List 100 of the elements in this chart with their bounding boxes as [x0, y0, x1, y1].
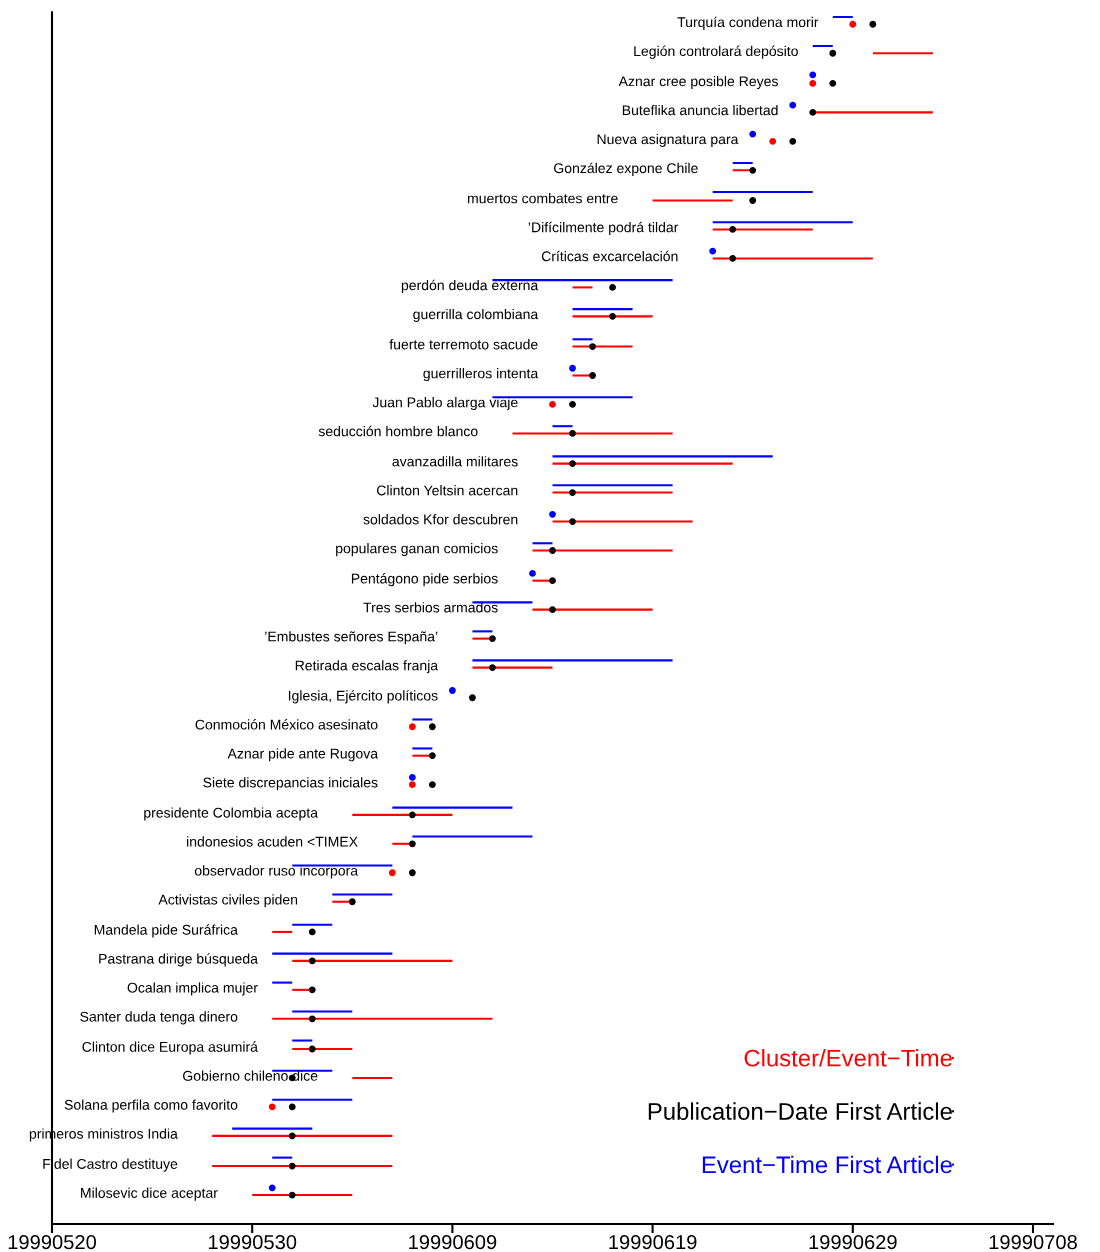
point — [729, 226, 737, 233]
point — [589, 372, 596, 379]
point — [489, 664, 496, 671]
point — [308, 986, 316, 994]
point — [288, 1162, 296, 1170]
annotation: Retirada escalas franja — [295, 660, 439, 674]
annotation: observador ruso incorpora — [194, 865, 359, 879]
point — [789, 101, 797, 109]
legend-label: Publication−Date First Article — [648, 1102, 952, 1120]
point — [469, 694, 476, 702]
annotation: perdón deuda externa — [401, 279, 539, 294]
point — [809, 71, 817, 79]
point — [408, 811, 416, 819]
annotation: guerrilla colombiana — [413, 308, 539, 322]
point — [348, 898, 356, 906]
annotation: Siete discrepancias iniciales — [203, 777, 378, 791]
annotation: populares ganan comicios — [336, 543, 498, 557]
annotation: Conmoción México asesinato — [195, 719, 378, 730]
point — [428, 781, 436, 789]
point — [549, 547, 556, 554]
point — [549, 510, 556, 518]
point — [408, 869, 416, 877]
x-tick-label: 19990609 — [409, 1234, 497, 1250]
annotation: ’Embustes señores España’ — [265, 631, 438, 645]
annotation: Solana perfila como favorito — [64, 1099, 238, 1113]
annotation: Ocalan implica mujer — [127, 982, 258, 996]
annotation: Aznar cree posible Reyes — [618, 75, 778, 90]
point — [288, 1132, 296, 1140]
x-tick-label: 19990708 — [989, 1234, 1077, 1250]
annotation: Tres serbios armados — [363, 602, 498, 613]
point — [428, 723, 436, 731]
point — [569, 460, 576, 468]
point — [849, 20, 857, 28]
annotation: presidente Colombia acepta — [144, 807, 319, 821]
annotation: fuerte terremoto sacude — [389, 339, 538, 350]
annotation: Milosevic dice aceptar — [81, 1187, 218, 1201]
point — [729, 255, 737, 262]
point — [749, 197, 757, 204]
annotation: Clinton Yeltsin acercan — [376, 485, 518, 496]
annotation: ’Difícilmente podrá tildar — [528, 221, 679, 236]
annotation: Iglesia, Ejército políticos — [288, 690, 438, 704]
point — [388, 869, 396, 877]
annotation: Nueva asignatura para — [597, 133, 739, 147]
point — [268, 1184, 276, 1192]
legend-label: Cluster/Event−Time — [744, 1049, 952, 1067]
annotation: Mandela pide Suráfrica — [94, 924, 238, 938]
point — [408, 840, 416, 848]
point — [268, 1103, 276, 1111]
point — [749, 130, 757, 138]
point — [809, 108, 817, 116]
point — [308, 1015, 316, 1023]
point — [569, 364, 576, 372]
point — [569, 518, 576, 525]
point — [549, 577, 556, 585]
point — [769, 137, 777, 145]
point — [609, 312, 616, 320]
point — [829, 80, 837, 87]
x-tick-label: 19990619 — [609, 1234, 697, 1250]
annotation: Pastrana dirige búsqueda — [99, 953, 258, 967]
point — [308, 957, 316, 965]
point — [288, 1103, 296, 1111]
point — [449, 687, 456, 694]
point — [529, 570, 536, 577]
point — [569, 401, 576, 408]
annotation: seducción hombre blanco — [318, 425, 478, 437]
point — [408, 774, 416, 781]
annotation: Clinton dice Europa asumirá — [82, 1041, 258, 1055]
annotation: Pentágono pide serbios — [351, 573, 498, 587]
point — [549, 401, 556, 408]
x-tick-label: 19990629 — [809, 1234, 897, 1250]
legend-label: Event−Time First Article — [702, 1155, 952, 1174]
annotation: Aznar pide ante Rugova — [227, 748, 379, 762]
annotation: guerrilleros intenta — [423, 368, 539, 382]
point — [569, 430, 576, 437]
annotation: González expone Chile — [554, 162, 698, 176]
point — [549, 606, 556, 614]
annotation: Activistas civiles piden — [158, 894, 298, 908]
point — [408, 723, 416, 731]
point — [609, 283, 616, 291]
point — [789, 137, 797, 145]
point — [308, 1045, 316, 1053]
x-tick-label: 19990520 — [8, 1234, 97, 1250]
x-tick-label: 19990530 — [208, 1234, 297, 1250]
annotation: indonesios acuden <TIMEX — [187, 836, 358, 847]
point — [569, 489, 576, 496]
annotation: Turquía condena morir — [677, 16, 819, 30]
annotation: Buteflika anuncia libertad — [622, 104, 778, 116]
point — [709, 247, 717, 255]
point — [428, 752, 436, 760]
point — [489, 635, 496, 643]
annotation: Juan Pablo alarga viaje — [372, 397, 518, 411]
point — [869, 20, 877, 28]
annotation: Legión controlará depósito — [634, 45, 798, 59]
point — [829, 49, 837, 57]
point — [589, 343, 596, 350]
annotation: soldados Kfor descubren — [363, 514, 518, 525]
annotation: Críticas excarcelación — [541, 250, 678, 262]
point — [749, 166, 757, 174]
annotation: Santer duda tenga dinero — [80, 1011, 238, 1025]
annotation: muertos combates entre — [467, 193, 618, 204]
